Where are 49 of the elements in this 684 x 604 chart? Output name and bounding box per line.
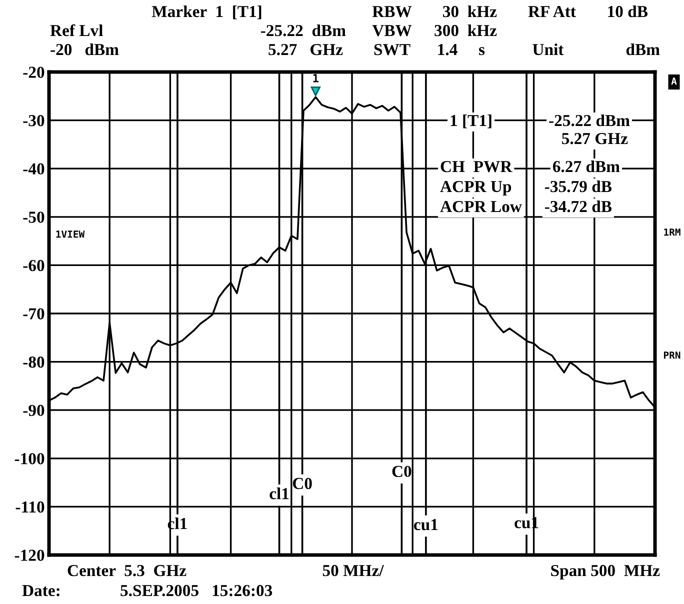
- annotation: cl1: [270, 488, 289, 500]
- y-tick-label: -80: [23, 356, 44, 368]
- text: Marker 1 [T1]: [152, 5, 262, 20]
- text: SWT: [374, 44, 410, 56]
- annotation: 1 [T1]: [450, 114, 492, 128]
- y-tick-label: -90: [23, 404, 44, 416]
- text: Unit: [532, 43, 564, 56]
- text: 300 kHz: [434, 24, 497, 36]
- y-tick-label: -50: [23, 212, 44, 223]
- text: 10 dB: [608, 5, 648, 18]
- text: VBW: [372, 25, 412, 36]
- y-tick-label: -100: [14, 453, 44, 464]
- text: 30 kHz: [442, 5, 497, 18]
- text: RBW: [372, 6, 412, 18]
- annotation: 6.27 dBm: [552, 160, 620, 172]
- text: 1RM: [664, 228, 680, 236]
- annotation: C0: [292, 478, 312, 490]
- y-tick-label: -60: [23, 260, 44, 272]
- text: dBm: [626, 43, 660, 56]
- text: Span 500 MHz: [551, 564, 660, 580]
- annotation: CH PWR: [440, 160, 512, 172]
- annotation: -25.22 dBm: [549, 114, 630, 126]
- text: -25.22 dBm: [260, 24, 346, 36]
- annotation: -35.79 dB: [545, 180, 612, 192]
- annotation: ACPR Up: [440, 180, 512, 196]
- text: 5.27 GHz: [268, 44, 343, 56]
- y-tick-label: -110: [16, 501, 44, 513]
- annotation: 1: [313, 74, 318, 82]
- y-tick-label: -70: [23, 308, 44, 320]
- annotation: -34.72 dB: [545, 200, 612, 212]
- text: Center 5.3 GHz: [68, 564, 186, 576]
- text: Date:: [22, 585, 60, 596]
- text: RF Att: [528, 6, 576, 18]
- y-tick-label: -120: [14, 550, 44, 561]
- annotation: cu1: [414, 519, 438, 530]
- annotation: 5.27 GHz: [562, 132, 628, 144]
- annotation: C0: [392, 466, 412, 478]
- text: 5.SEP.2005 15:26:03: [120, 584, 272, 596]
- text: A: [671, 78, 677, 85]
- text: 50 MHz/: [322, 564, 384, 576]
- annotation: ACPR Low: [440, 200, 522, 212]
- text: Ref Lvl: [50, 24, 103, 36]
- text: PRN: [664, 352, 680, 359]
- text: 1.4 s: [438, 44, 485, 56]
- text: -20 dBm: [50, 43, 119, 56]
- y-tick-label: -20: [23, 66, 44, 78]
- y-tick-label: -40: [23, 163, 44, 175]
- y-tick-label: -30: [23, 115, 44, 126]
- annotation: 1VIEW: [56, 230, 85, 238]
